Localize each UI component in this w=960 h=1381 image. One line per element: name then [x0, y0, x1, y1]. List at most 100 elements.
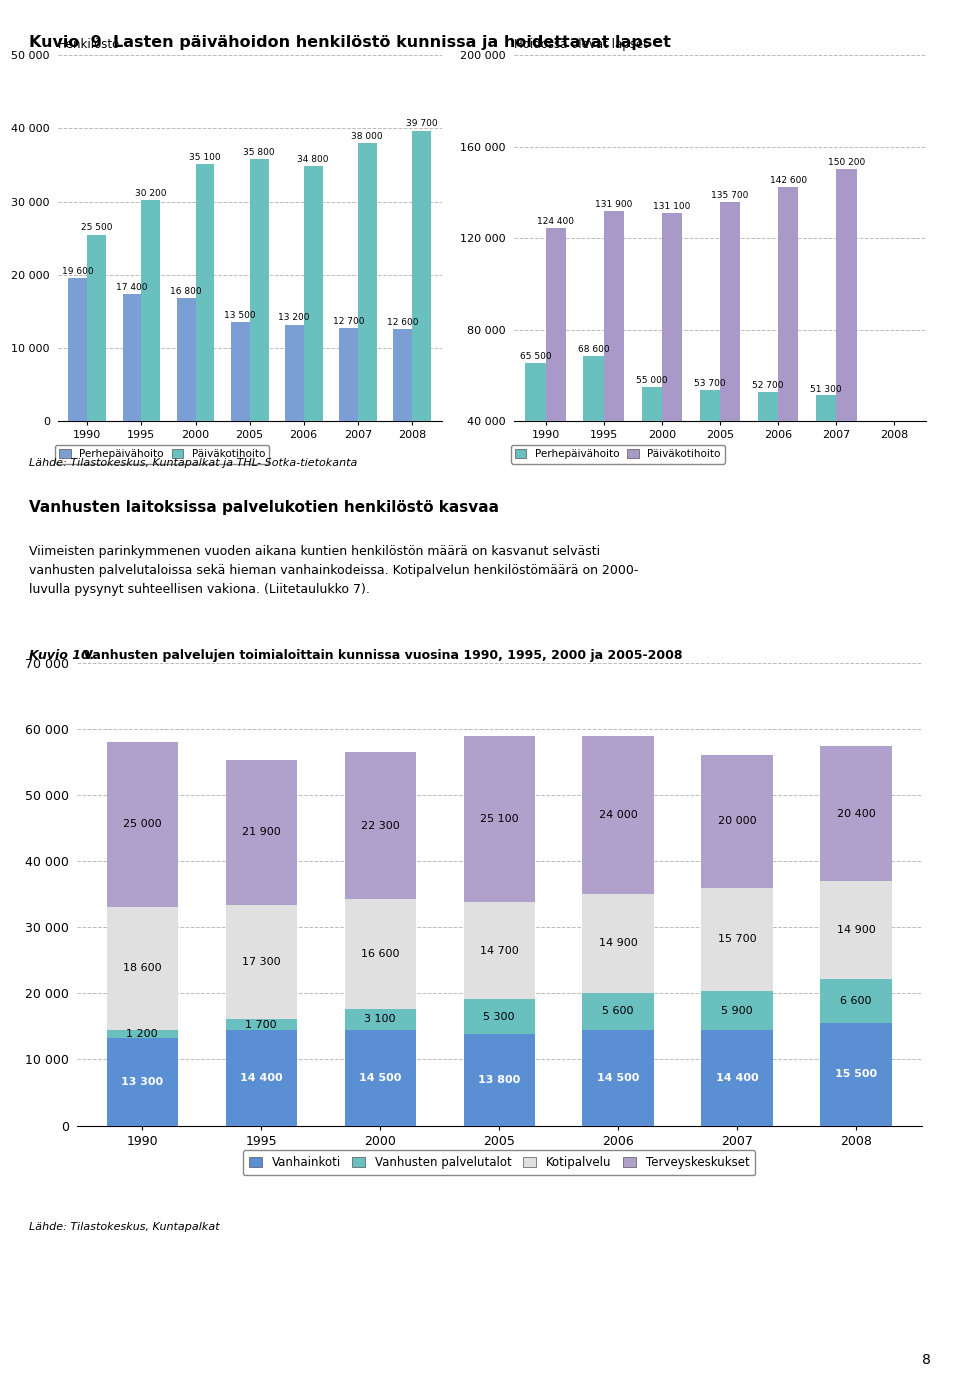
- Text: 131 900: 131 900: [595, 200, 633, 209]
- Bar: [464, 1034, 535, 1126]
- Bar: [285, 325, 303, 421]
- Text: 68 600: 68 600: [578, 345, 610, 354]
- Text: 17 400: 17 400: [116, 283, 148, 291]
- Text: 39 700: 39 700: [405, 119, 437, 128]
- Text: 25 000: 25 000: [123, 819, 161, 829]
- Text: 15 700: 15 700: [718, 935, 756, 945]
- Bar: [821, 746, 892, 881]
- Bar: [196, 164, 214, 421]
- Text: 25 100: 25 100: [480, 815, 518, 824]
- Bar: [836, 168, 856, 512]
- Text: 25 500: 25 500: [81, 224, 112, 232]
- Text: 35 800: 35 800: [243, 148, 275, 157]
- Legend: Vanhainkoti, Vanhusten palvelutalot, Kotipalvelu, Terveyskeskukset: Vanhainkoti, Vanhusten palvelutalot, Kot…: [243, 1150, 756, 1175]
- Bar: [177, 298, 196, 421]
- Bar: [303, 167, 323, 421]
- Bar: [226, 1019, 297, 1030]
- Bar: [230, 322, 250, 421]
- Text: 35 100: 35 100: [189, 153, 221, 162]
- Bar: [661, 213, 683, 512]
- Bar: [757, 392, 779, 512]
- Text: 18 600: 18 600: [123, 963, 161, 974]
- Text: 53 700: 53 700: [694, 378, 726, 388]
- Text: 3 100: 3 100: [365, 1015, 396, 1025]
- Bar: [702, 888, 773, 992]
- Bar: [393, 329, 412, 421]
- Text: Lähde: Tilastokeskus, Kuntapalkat: Lähde: Tilastokeskus, Kuntapalkat: [29, 1222, 220, 1232]
- Bar: [641, 387, 661, 512]
- Text: Henkilöstö: Henkilöstö: [58, 39, 120, 51]
- Bar: [107, 907, 178, 1030]
- Text: 14 900: 14 900: [837, 925, 876, 935]
- Bar: [604, 211, 624, 512]
- Bar: [779, 186, 799, 512]
- Bar: [107, 1037, 178, 1126]
- Text: 55 000: 55 000: [636, 376, 667, 385]
- Text: 1 700: 1 700: [246, 1019, 277, 1030]
- Text: 14 700: 14 700: [480, 946, 518, 956]
- Text: 13 800: 13 800: [478, 1074, 520, 1085]
- Bar: [87, 235, 107, 421]
- Text: 135 700: 135 700: [711, 192, 749, 200]
- Text: 6 600: 6 600: [840, 996, 872, 1007]
- Bar: [226, 1030, 297, 1126]
- Text: 16 800: 16 800: [170, 287, 202, 296]
- Text: 14 400: 14 400: [716, 1073, 758, 1083]
- Text: Vanhusten palvelujen toimialoittain kunnissa vuosina 1990, 1995, 2000 ja 2005-20: Vanhusten palvelujen toimialoittain kunn…: [79, 649, 683, 661]
- Text: 13 300: 13 300: [121, 1077, 163, 1087]
- Legend: Perhepäivähoito, Päiväkotihoito: Perhepäivähoito, Päiväkotihoito: [511, 445, 725, 464]
- Text: 19 600: 19 600: [62, 267, 94, 276]
- Bar: [107, 742, 178, 907]
- Bar: [545, 228, 566, 512]
- Bar: [583, 895, 654, 993]
- Text: 14 900: 14 900: [599, 939, 637, 949]
- Bar: [821, 979, 892, 1023]
- Text: 8: 8: [923, 1353, 931, 1367]
- Text: 17 300: 17 300: [242, 957, 280, 967]
- Text: 38 000: 38 000: [351, 131, 383, 141]
- Text: 13 200: 13 200: [278, 313, 310, 322]
- Text: 20 400: 20 400: [837, 808, 876, 819]
- Text: 21 900: 21 900: [242, 827, 280, 837]
- Text: 20 000: 20 000: [718, 816, 756, 826]
- Text: 34 800: 34 800: [298, 155, 329, 164]
- Text: 142 600: 142 600: [770, 175, 806, 185]
- Bar: [702, 1030, 773, 1126]
- Bar: [358, 144, 376, 421]
- Text: 124 400: 124 400: [538, 217, 574, 226]
- Text: 13 500: 13 500: [225, 311, 256, 320]
- Bar: [345, 1010, 416, 1030]
- Text: 52 700: 52 700: [753, 381, 783, 391]
- Text: 150 200: 150 200: [828, 159, 865, 167]
- Bar: [702, 755, 773, 888]
- Text: 14 500: 14 500: [359, 1073, 401, 1083]
- Bar: [250, 159, 269, 421]
- Bar: [464, 736, 535, 902]
- Text: 15 500: 15 500: [835, 1069, 877, 1080]
- Text: Kuvio 10.: Kuvio 10.: [29, 649, 94, 661]
- Bar: [141, 200, 160, 421]
- Bar: [583, 993, 654, 1030]
- Bar: [123, 294, 141, 421]
- Text: 5 900: 5 900: [721, 1005, 753, 1016]
- Bar: [816, 395, 836, 512]
- Text: 16 600: 16 600: [361, 949, 399, 960]
- Text: 24 000: 24 000: [599, 809, 637, 820]
- Bar: [525, 363, 545, 512]
- Text: Vanhusten laitoksissa palvelukotien henkilöstö kasvaa: Vanhusten laitoksissa palvelukotien henk…: [29, 500, 499, 515]
- Bar: [702, 992, 773, 1030]
- Bar: [68, 278, 87, 421]
- Text: Hoidossa olevat lapset: Hoidossa olevat lapset: [514, 39, 647, 51]
- Bar: [821, 1023, 892, 1126]
- Bar: [345, 1030, 416, 1126]
- Text: 5 600: 5 600: [603, 1007, 634, 1016]
- Bar: [464, 1000, 535, 1034]
- Bar: [584, 356, 604, 512]
- Bar: [720, 202, 740, 512]
- Text: Lähde: Tilastokeskus, Kuntapalkat ja THL- Sotka-tietokanta: Lähde: Tilastokeskus, Kuntapalkat ja THL…: [29, 458, 357, 468]
- Text: 14 400: 14 400: [240, 1073, 282, 1083]
- Text: Viimeisten parinkymmenen vuoden aikana kuntien henkilöstön määrä on kasvanut sel: Viimeisten parinkymmenen vuoden aikana k…: [29, 545, 638, 597]
- Bar: [412, 131, 431, 421]
- Bar: [107, 1030, 178, 1037]
- Text: Kuvio  9  Lasten päivähoidon henkilöstö kunnissa ja hoidettavat lapset: Kuvio 9 Lasten päivähoidon henkilöstö ku…: [29, 35, 671, 50]
